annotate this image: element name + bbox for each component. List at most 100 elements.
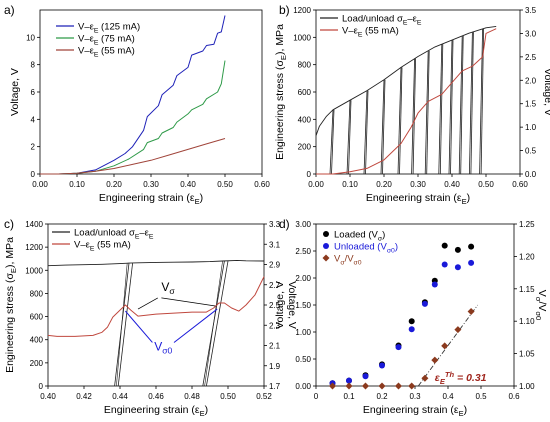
unloaded-point	[346, 377, 352, 384]
reload-line	[460, 35, 464, 175]
y-tick-label: 1.50	[295, 301, 311, 310]
y2-axis-label-part: Voltage, V	[542, 68, 550, 116]
x-tick-label: 0.44	[112, 392, 128, 401]
y2-axis-label-part: /V	[536, 301, 548, 311]
loaded-point	[408, 318, 415, 325]
ratio-point	[431, 356, 439, 364]
threshold-annotation: εETh = 0.31	[435, 370, 487, 386]
ratio-point	[421, 374, 429, 382]
y2-tick-label: 2.9	[269, 261, 281, 270]
unloaded-point	[362, 373, 369, 380]
reload-line	[382, 79, 386, 175]
legend-entry-part: σ	[378, 236, 383, 243]
y-axis-label-part: ), MPa	[4, 237, 16, 268]
loaded-point	[441, 242, 448, 249]
x-tick-label: 0.52	[256, 392, 272, 401]
legend-entry: Loaded (Vσ)	[334, 230, 385, 243]
y2-tick-label: 2.5	[269, 301, 281, 310]
unloaded-point	[379, 362, 385, 369]
legend-entry: V–εE (125 mA)	[78, 22, 140, 35]
x-axis-label: Engineering strain (εE)	[363, 404, 467, 418]
panel-a-label: a)	[4, 3, 15, 17]
x-tick-label: 0.5	[475, 392, 487, 401]
y-axis-label-part: ), MPa	[274, 24, 286, 55]
y-axis-label-part: E	[279, 55, 288, 60]
panel-b: b) 0.00 0.10 0.20 0.30 0.40 0.50 0.60 0 200 400 60…	[274, 3, 550, 206]
legend-entry-part: Load/unload σ	[74, 228, 135, 239]
legend-entry-part: E	[358, 32, 363, 39]
y-axis-label-part: Engineering stress (σ	[274, 60, 286, 160]
panel-c: c) 0.40 0.42 0.44 0.46 0.48 0.50 0.52 0 200 400 60…	[4, 217, 298, 418]
loaded-point	[468, 243, 475, 250]
panel-b-label: b)	[279, 3, 290, 17]
x-tick-label: 0.10	[69, 180, 85, 189]
reload-line	[399, 67, 403, 175]
ratio-point	[362, 382, 369, 390]
legend-entry-part: σ	[340, 260, 345, 267]
legend-entry-part: Loaded (V	[334, 230, 379, 241]
ratio-point	[454, 326, 462, 334]
legend-marker	[323, 243, 329, 249]
legend-entry-part: –ε	[139, 228, 149, 239]
y-tick-label: 200	[298, 143, 312, 152]
y2-tick-label: 1.05	[519, 350, 535, 359]
y2-tick-label: 0.0	[525, 170, 537, 179]
unload-line	[438, 44, 443, 175]
reload-line	[117, 263, 133, 387]
unload-line	[469, 32, 473, 175]
y2-tick-label: 1.00	[519, 382, 535, 391]
y2-axis-label-part: V	[536, 290, 548, 297]
legend-entry: V–εE (55 mA)	[342, 26, 399, 39]
y-tick-label: 10	[26, 33, 35, 42]
legend-entry-part: E	[94, 40, 99, 47]
unloaded-point	[454, 264, 461, 271]
ratio-point	[378, 382, 386, 390]
y-tick-label: 0.00	[295, 382, 311, 391]
legend-entry-part: E	[90, 246, 95, 253]
reload-line	[365, 90, 369, 175]
y2-tick-label: 2.1	[269, 342, 281, 351]
y2-axis-label: Voltage, V	[542, 68, 550, 116]
legend-entry-part: V–ε	[78, 46, 95, 57]
y-tick-label: 0	[39, 382, 44, 391]
reload-line-2	[116, 263, 128, 387]
y2-axis-label: Voltage, V	[286, 281, 298, 329]
y2-tick-label: 1.0	[525, 123, 537, 132]
unloaded-point	[441, 261, 448, 268]
y-axis-label-part: Engineering stress (σ	[4, 273, 16, 373]
x-tick-label: 0.20	[376, 180, 392, 189]
x-axis-label-part: E	[459, 409, 464, 418]
annotation-arrow	[161, 297, 216, 307]
x-tick-label: 0.60	[512, 180, 528, 189]
legend-entry-part: )	[382, 230, 385, 241]
threshold-annotation-part: = 0.31	[454, 372, 487, 384]
y-tick-label: 2	[31, 143, 36, 152]
x-tick-label: 0.40	[444, 180, 460, 189]
plot-frame	[39, 9, 263, 175]
x-tick-label: 0.3	[409, 392, 421, 401]
y2-tick-label: 0.5	[525, 147, 537, 156]
y-tick-label: 0.50	[295, 355, 311, 364]
x-tick-label: 0.6	[508, 392, 520, 401]
legend-entry-part: V–ε	[78, 22, 95, 33]
y2-tick-label: 1.7	[269, 382, 281, 391]
unload-line	[479, 28, 483, 175]
x-tick-label: 0.00	[32, 180, 48, 189]
y-tick-label: 800	[298, 61, 312, 70]
unload-line	[411, 58, 415, 175]
x-tick-label: 0.1	[343, 392, 355, 401]
annotation-v-sigma: Vσ	[161, 280, 175, 296]
unloaded-point	[408, 326, 415, 333]
y2-tick-label: 1.5	[525, 100, 537, 109]
y-tick-label: 0	[31, 170, 36, 179]
legend-entry-part: (55 mA)	[98, 46, 134, 57]
unload-line	[448, 40, 453, 175]
unloaded-point	[431, 281, 438, 288]
unload-line	[397, 67, 402, 175]
y-tick-label: 8	[31, 61, 36, 70]
y2-axis-label-part: σ	[534, 297, 543, 302]
y-tick-label: 4	[31, 115, 36, 124]
y2-tick-label: 3.3	[269, 220, 281, 229]
y-tick-label: 400	[298, 115, 312, 124]
reload-line	[439, 44, 444, 175]
